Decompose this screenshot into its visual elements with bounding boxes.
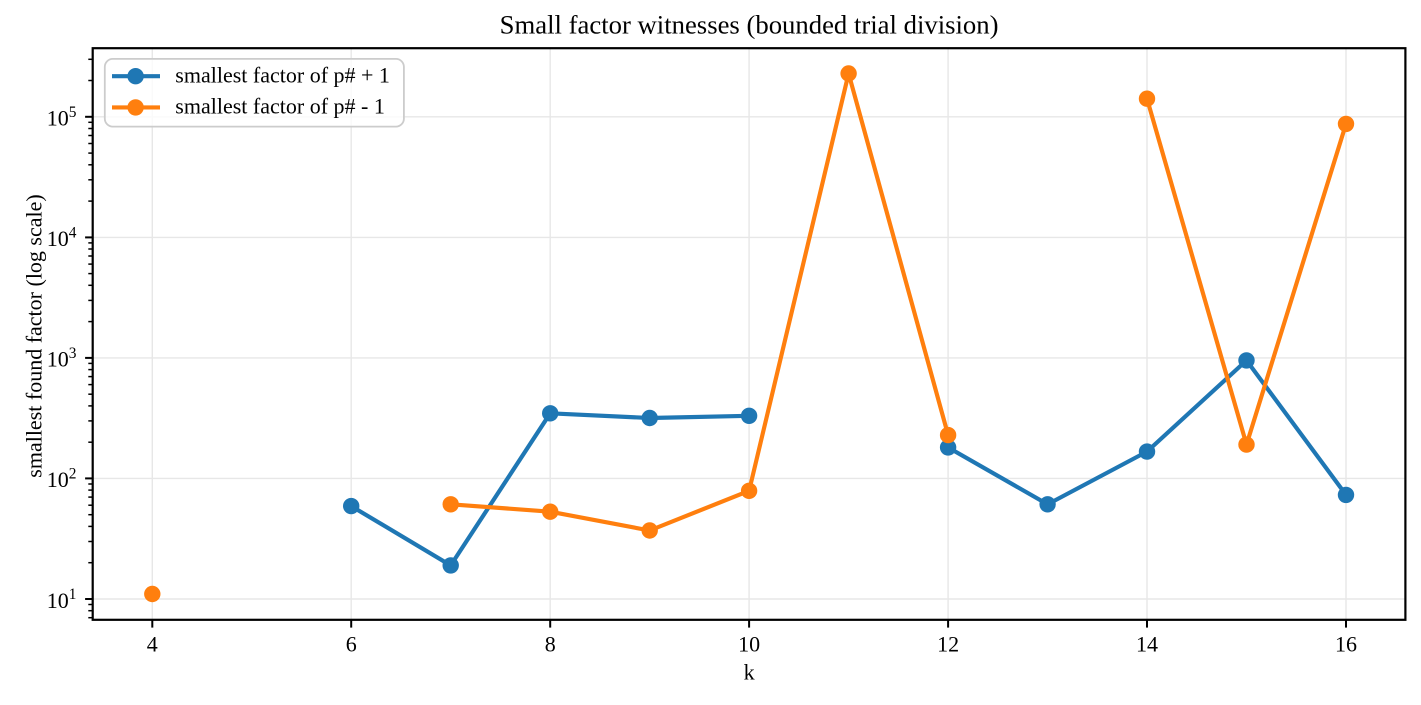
svg-text:14: 14	[1136, 631, 1158, 656]
svg-text:smallest factor of p# - 1: smallest factor of p# - 1	[175, 94, 385, 119]
svg-text:Small factor witnesses (bounde: Small factor witnesses (bounded trial di…	[500, 10, 999, 40]
svg-text:smallest found factor (log sca: smallest found factor (log scale)	[22, 194, 47, 477]
svg-text:12: 12	[937, 631, 959, 656]
svg-text:6: 6	[346, 631, 357, 656]
svg-text:k: k	[744, 660, 755, 685]
svg-text:10: 10	[738, 631, 760, 656]
svg-text:16: 16	[1335, 631, 1357, 656]
svg-text:smallest factor of p# + 1: smallest factor of p# + 1	[175, 62, 390, 87]
svg-text:8: 8	[545, 631, 556, 656]
svg-text:4: 4	[147, 631, 158, 656]
